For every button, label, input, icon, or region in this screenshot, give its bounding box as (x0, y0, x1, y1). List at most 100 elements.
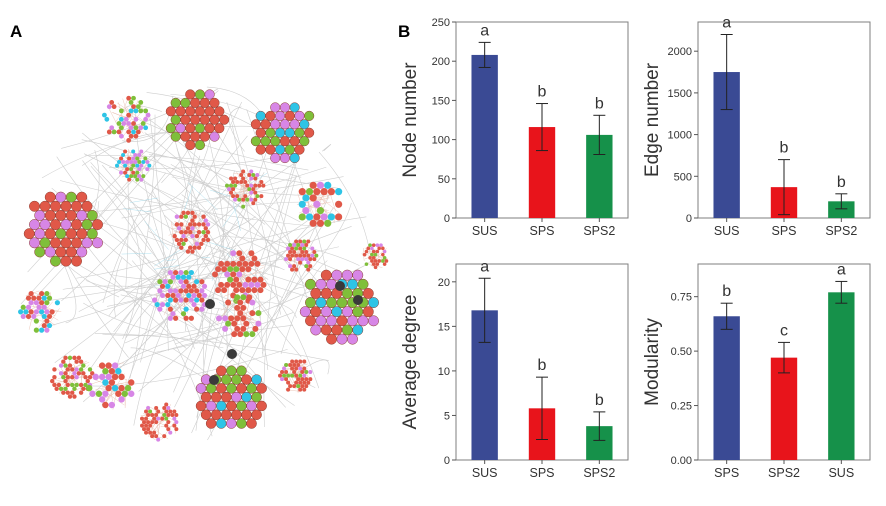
network-module (140, 402, 179, 442)
network-node (253, 197, 258, 202)
network-node (145, 160, 150, 165)
network-node (239, 255, 246, 262)
x-tick-label: SUS (472, 466, 498, 480)
panel-label-b: B (398, 22, 411, 41)
network-node (304, 370, 309, 375)
network-node (125, 174, 130, 179)
network-node (320, 324, 332, 336)
network-node (41, 313, 47, 320)
y-tick-label: 200 (432, 56, 450, 68)
network-node (87, 374, 93, 380)
network-node (306, 253, 311, 258)
network-node (209, 131, 220, 142)
network-node (63, 371, 68, 376)
network-node (371, 262, 376, 266)
network-node (341, 269, 353, 281)
network-node (248, 281, 255, 288)
network-node (292, 250, 297, 255)
network-node (229, 176, 234, 181)
network-node (201, 283, 208, 289)
network-node (76, 209, 88, 221)
network-node (375, 249, 380, 254)
network-node (170, 413, 175, 418)
network-node (95, 390, 103, 397)
network-node (310, 287, 322, 299)
network-node (135, 170, 140, 175)
network-node (52, 382, 57, 388)
network-node (279, 136, 290, 147)
network-node (219, 114, 230, 125)
network-node (233, 276, 240, 283)
y-axis-label: Node number (400, 62, 421, 178)
network-node (308, 370, 313, 375)
network-node (235, 194, 240, 199)
network-node (131, 129, 136, 135)
network-node (159, 301, 166, 308)
network-node (128, 108, 134, 114)
network-node (239, 266, 246, 273)
network-node (102, 368, 109, 375)
network-node (36, 295, 42, 301)
significance-letter: b (595, 392, 604, 409)
network-node (290, 253, 295, 258)
network-node (313, 188, 321, 196)
network-node (185, 123, 196, 134)
network-node (216, 400, 227, 412)
network-module (23, 191, 103, 267)
network-node (139, 149, 144, 154)
network-node (109, 125, 115, 131)
network-node (52, 367, 57, 372)
network-node (150, 413, 155, 418)
network-node (41, 295, 47, 301)
network-node (239, 180, 244, 185)
network-node (159, 283, 166, 289)
network-node (201, 292, 208, 299)
network-module (299, 269, 379, 345)
network-node (249, 169, 254, 174)
network-node (143, 125, 149, 131)
network-node (298, 188, 306, 196)
network-node (185, 139, 196, 151)
network-node (81, 371, 86, 376)
network-node (255, 310, 262, 317)
network-node (315, 297, 327, 309)
x-tick-label: SPS (714, 466, 739, 480)
network-node (230, 271, 237, 278)
network-node (33, 318, 39, 324)
network-node (279, 119, 290, 130)
x-tick-label: SPS (529, 224, 554, 238)
network-node (304, 257, 309, 262)
x-tick-label: SUS (472, 224, 498, 238)
network-node (255, 144, 266, 155)
network-node (249, 183, 254, 188)
network-node (83, 374, 88, 380)
network-node (305, 188, 314, 196)
network-node (18, 309, 24, 315)
network-node (240, 304, 247, 311)
network-node (292, 363, 297, 368)
network-node (375, 262, 380, 266)
co-occurrence-network (18, 86, 389, 442)
network-node (98, 362, 106, 369)
network-node (61, 374, 66, 380)
network-module (278, 359, 313, 393)
network-node (241, 176, 246, 181)
network-module (195, 365, 267, 429)
y-tick-label: 2000 (668, 46, 692, 58)
network-node (164, 423, 169, 428)
network-node (70, 382, 75, 388)
network-node (199, 297, 205, 303)
network-node (347, 278, 358, 290)
network-node (166, 420, 171, 425)
network-node (304, 264, 309, 269)
network-node (183, 237, 188, 243)
network-node (288, 250, 293, 255)
network-node (115, 390, 122, 397)
network-node (335, 200, 343, 208)
network-module (165, 89, 230, 151)
network-node (236, 260, 243, 267)
network-node (298, 380, 303, 385)
network-node (218, 281, 225, 288)
network-node (375, 243, 380, 247)
network-node (302, 239, 307, 244)
